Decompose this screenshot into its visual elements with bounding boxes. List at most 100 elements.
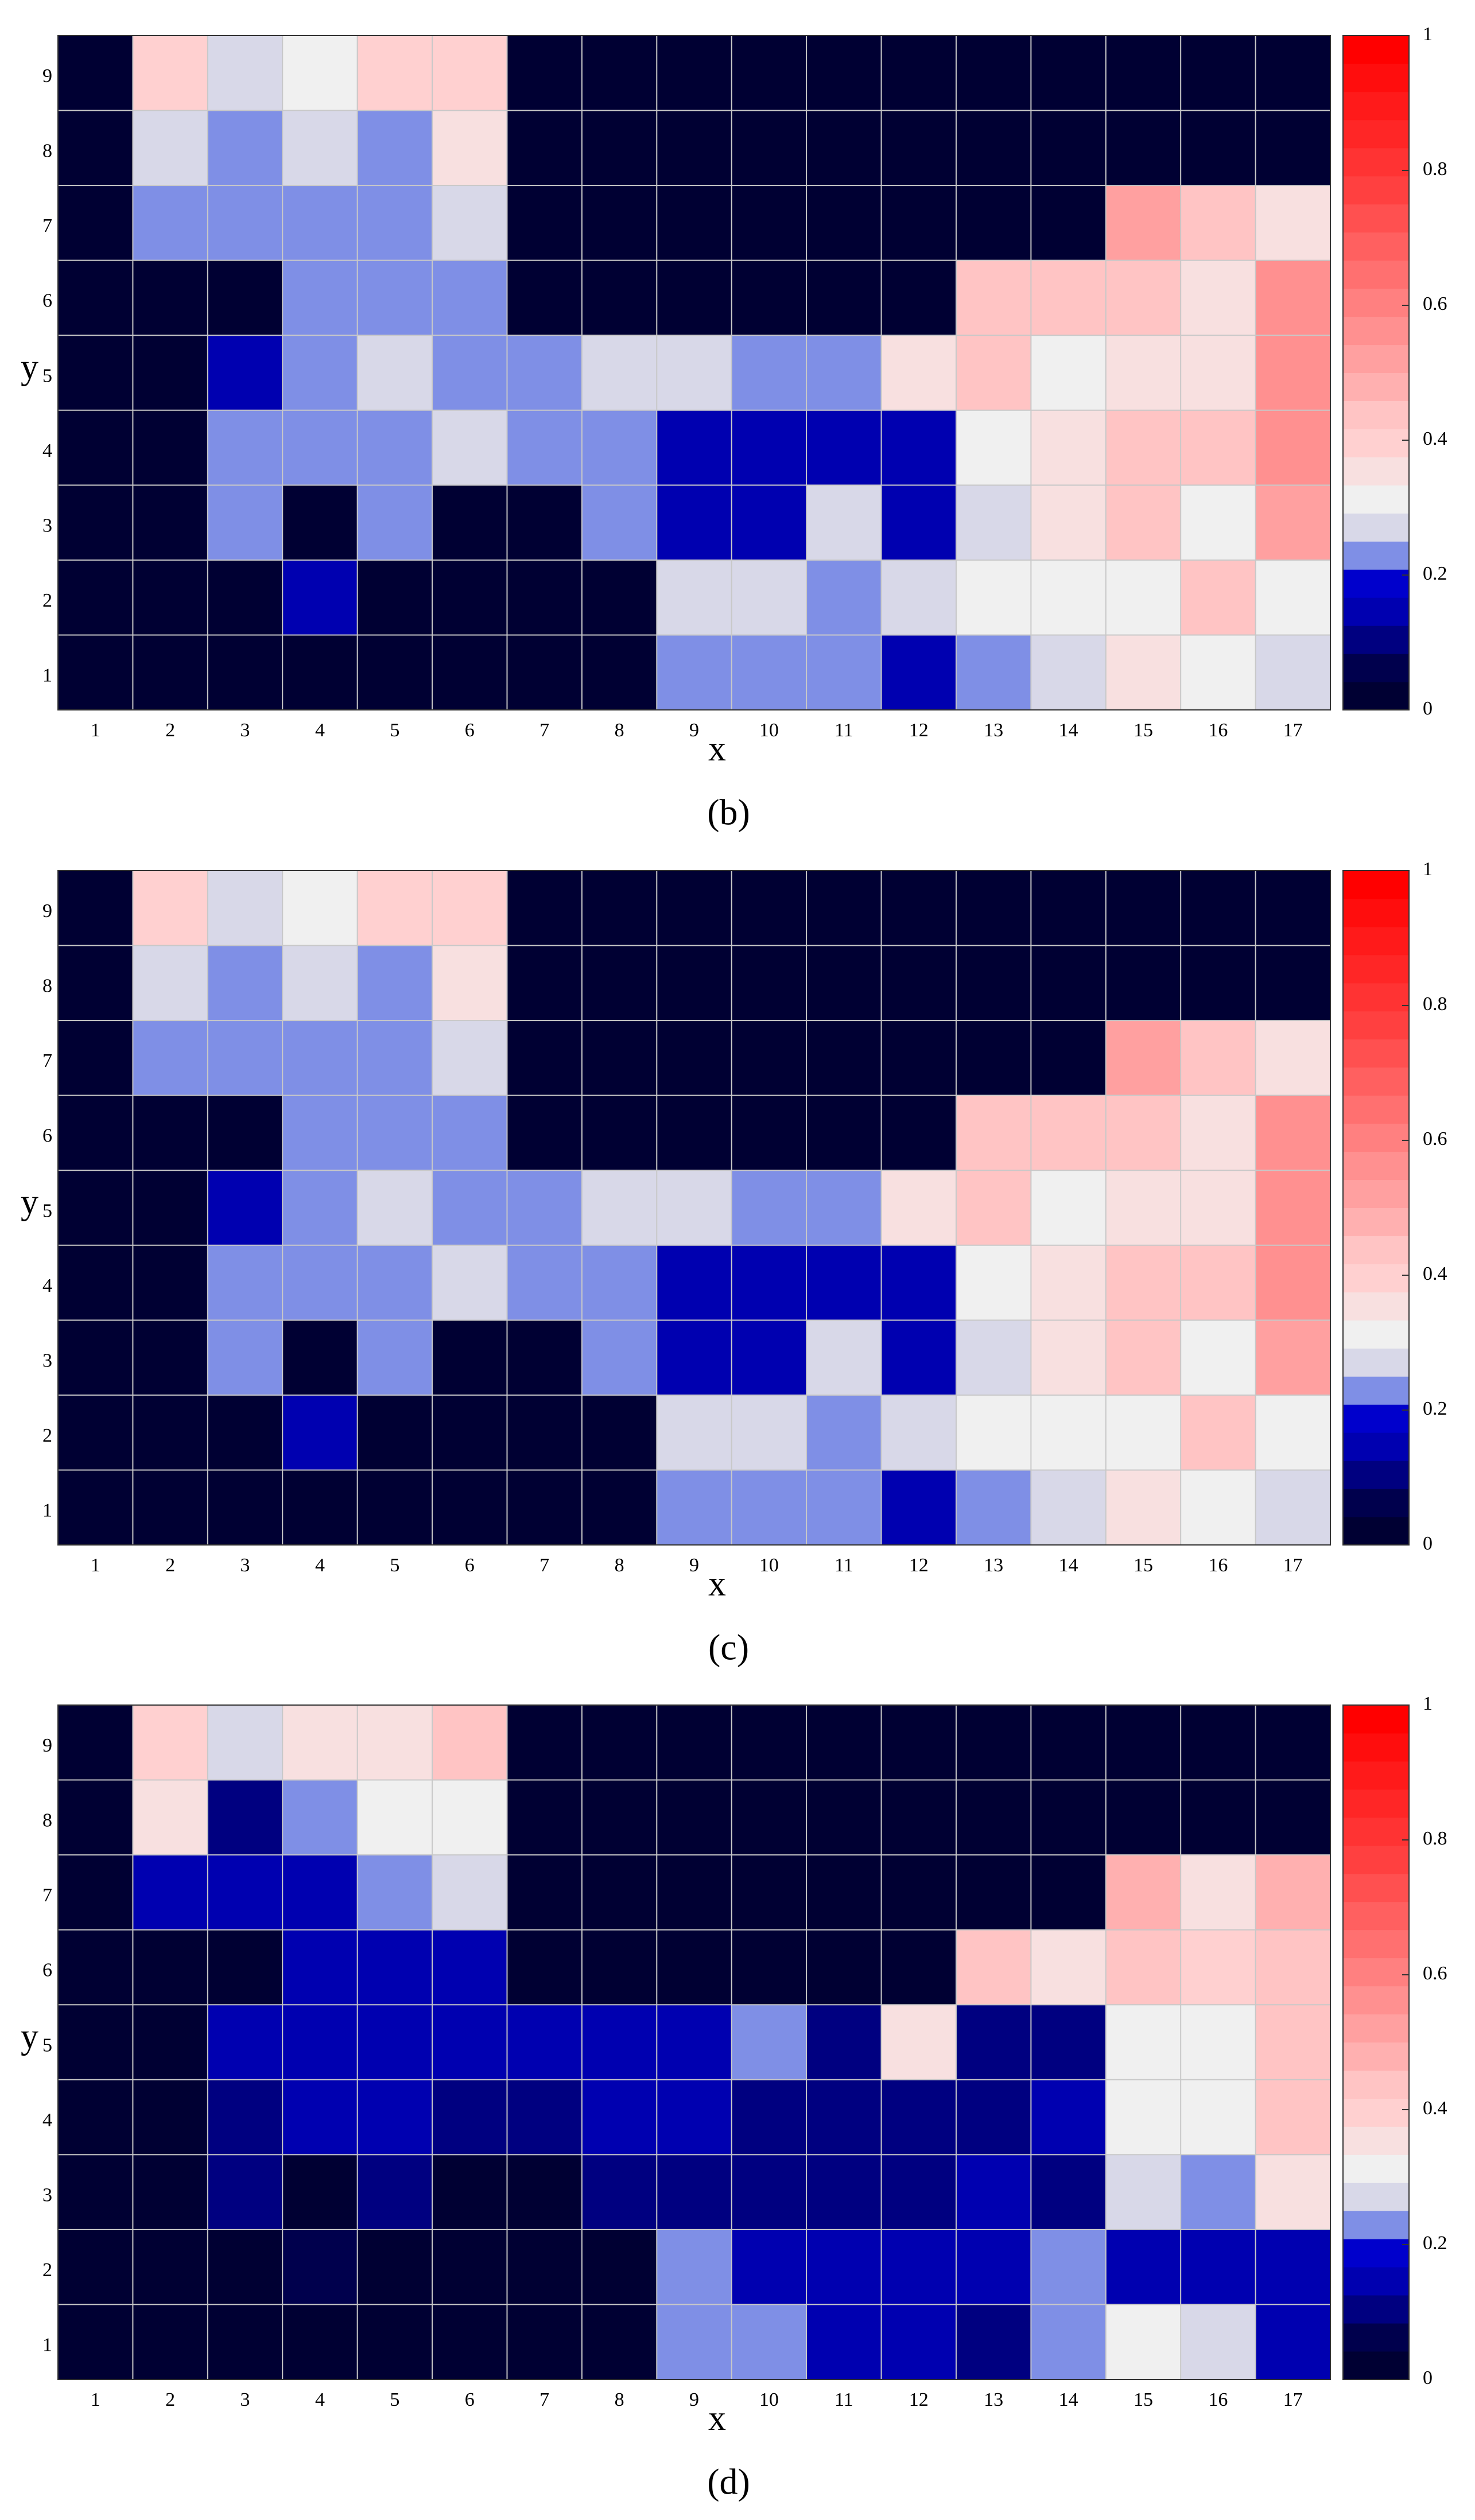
colorbar-band	[1343, 1733, 1409, 1762]
heatmap-cell	[282, 2229, 358, 2305]
heatmap-cell	[731, 1470, 807, 1545]
heatmap-cell	[1255, 1705, 1330, 1780]
heatmap-cell	[1031, 945, 1106, 1021]
colorbar-band	[1343, 372, 1409, 401]
colorbar-tick-label: 1	[1423, 24, 1433, 45]
heatmap-cell	[282, 485, 358, 560]
heatmap-cell	[956, 260, 1031, 336]
heatmap-cell	[806, 2154, 882, 2230]
x-tick-label: 11	[834, 720, 853, 741]
caption: (c)	[708, 1627, 749, 1668]
heatmap-cell	[657, 1705, 732, 1780]
heatmap-cell	[507, 635, 582, 710]
heatmap-cell	[1255, 110, 1330, 186]
heatmap-cell	[357, 485, 433, 560]
heatmap-cell	[507, 485, 582, 560]
heatmap-cell	[956, 410, 1031, 486]
x-tick-label: 6	[465, 720, 475, 741]
heatmap-cell	[282, 2079, 358, 2155]
colorbar-band	[1343, 1151, 1409, 1181]
heatmap-cell	[881, 335, 956, 410]
heatmap-cell	[806, 335, 882, 410]
heatmap-cell	[657, 1929, 732, 2005]
heatmap-cell	[1255, 260, 1330, 336]
heatmap-cell	[133, 1929, 208, 2005]
x-tick-label: 13	[984, 1555, 1003, 1576]
heatmap-cell	[432, 871, 507, 946]
heatmap-cell	[657, 1170, 732, 1245]
colorbar-band	[1343, 1461, 1409, 1489]
heatmap-cell	[881, 110, 956, 186]
colorbar-tick-label: 0.2	[1423, 2232, 1447, 2254]
x-tick-label: 11	[834, 2389, 853, 2410]
heatmap-cell	[657, 2229, 732, 2305]
heatmap-cell	[58, 2005, 133, 2080]
heatmap-cell	[1181, 1395, 1256, 1470]
y-tick-label: 1	[42, 665, 52, 686]
heatmap-cell	[357, 2229, 433, 2305]
heatmap-cell	[731, 36, 807, 111]
heatmap-cell	[581, 36, 657, 111]
heatmap-cell	[1105, 260, 1181, 336]
heatmap-cell	[731, 1780, 807, 1855]
heatmap-cell	[956, 635, 1031, 710]
heatmap-cell	[956, 1855, 1031, 1930]
heatmap-cell	[1031, 1395, 1106, 1470]
heatmap-cell	[357, 185, 433, 261]
heatmap-cell	[133, 2079, 208, 2155]
heatmap-cell	[282, 1780, 358, 1855]
heatmap-cell	[133, 1855, 208, 1930]
heatmap-cell	[133, 2154, 208, 2230]
heatmap-cell	[133, 1780, 208, 1855]
heatmap-cell	[432, 1245, 507, 1321]
heatmap-cell	[581, 1470, 657, 1545]
heatmap-cell	[133, 2005, 208, 2080]
heatmap-cell	[581, 1929, 657, 2005]
colorbar-band	[1343, 1179, 1409, 1208]
heatmap-cell	[1255, 1320, 1330, 1395]
colorbar-tick-label: 0.2	[1423, 563, 1447, 584]
colorbar-band	[1343, 2183, 1409, 2211]
colorbar-band	[1343, 344, 1409, 373]
heatmap-cell	[806, 1395, 882, 1470]
heatmap-cell	[806, 1095, 882, 1171]
heatmap-cell	[207, 36, 283, 111]
heatmap-cell	[657, 260, 732, 336]
heatmap-cell	[207, 1855, 283, 1930]
heatmap-cell	[432, 635, 507, 710]
heatmap-cell	[581, 2154, 657, 2230]
heatmap-cell	[507, 871, 582, 946]
heatmap-cell	[881, 871, 956, 946]
heatmap-cell	[1105, 871, 1181, 946]
colorbar-band	[1343, 119, 1409, 149]
x-tick-label: 15	[1134, 720, 1153, 741]
heatmap-cell	[432, 1929, 507, 2005]
heatmap-cell	[282, 1705, 358, 1780]
y-tick-label: 7	[42, 1885, 52, 1906]
colorbar-band	[1343, 597, 1409, 626]
heatmap-cell	[881, 560, 956, 635]
heatmap-cell	[507, 2229, 582, 2305]
heatmap-cell	[806, 2304, 882, 2379]
colorbar-band	[1343, 147, 1409, 177]
x-tick-label: 16	[1208, 720, 1228, 741]
x-tick-label: 7	[539, 1555, 549, 1576]
heatmap-cell	[1255, 1395, 1330, 1470]
heatmap-cell	[1105, 1395, 1181, 1470]
heatmap-cell	[1031, 1020, 1106, 1096]
colorbar-band	[1343, 2295, 1409, 2324]
heatmap-cell	[357, 1245, 433, 1321]
x-tick-label: 8	[615, 1555, 624, 1576]
heatmap-cell	[282, 260, 358, 336]
x-tick-label: 3	[240, 720, 250, 741]
heatmap-cell	[357, 1095, 433, 1171]
heatmap-cell	[1031, 1095, 1106, 1171]
x-tick-label: 1	[91, 720, 100, 741]
heatmap-cell	[956, 335, 1031, 410]
y-axis-label: y	[21, 2017, 38, 2056]
heatmap-cell	[731, 1395, 807, 1470]
heatmap-cell	[1031, 1855, 1106, 1930]
x-tick-label: 14	[1059, 2389, 1078, 2410]
heatmap-cell	[207, 1929, 283, 2005]
